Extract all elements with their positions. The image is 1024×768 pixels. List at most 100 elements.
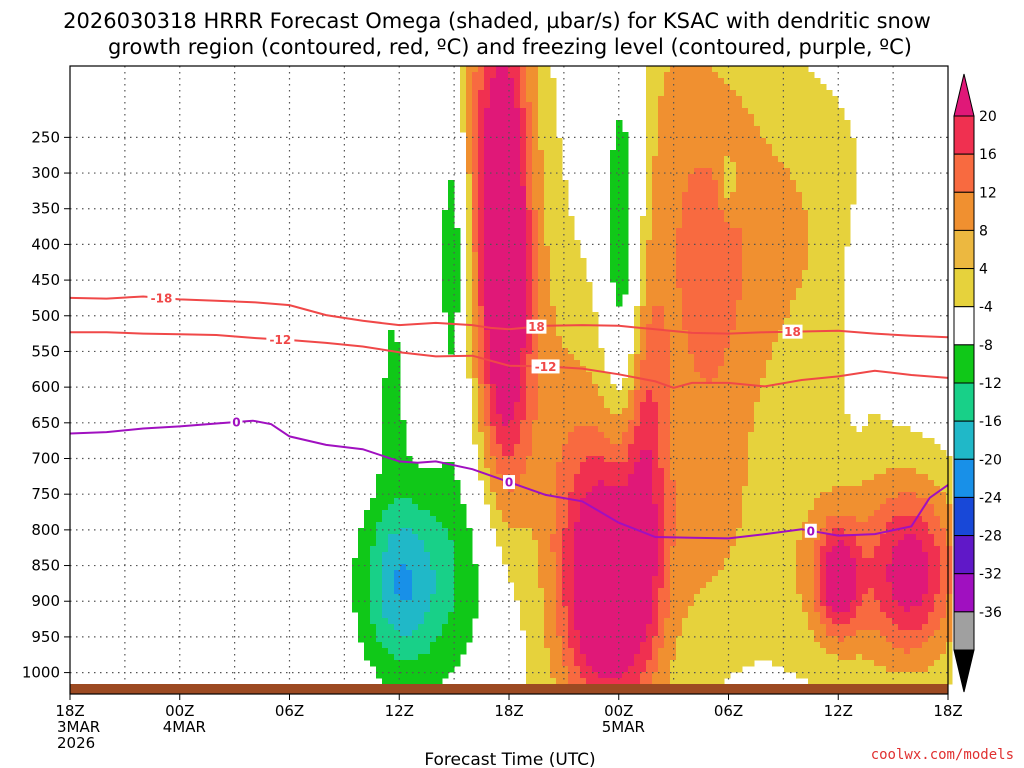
omega-cell bbox=[724, 90, 731, 97]
omega-cell bbox=[688, 468, 695, 475]
omega-cell bbox=[646, 168, 653, 175]
omega-cell bbox=[838, 414, 845, 421]
omega-cell bbox=[802, 210, 809, 217]
omega-cell bbox=[532, 426, 539, 433]
omega-cell bbox=[466, 204, 473, 211]
omega-cell bbox=[496, 420, 503, 427]
omega-cell bbox=[526, 444, 533, 451]
omega-cell bbox=[472, 378, 479, 385]
omega-cell bbox=[652, 336, 659, 343]
omega-cell bbox=[748, 336, 755, 343]
omega-cell bbox=[766, 198, 773, 205]
omega-cell bbox=[646, 126, 653, 133]
omega-cell bbox=[670, 360, 677, 367]
omega-cell bbox=[676, 108, 683, 115]
omega-cell bbox=[808, 444, 815, 451]
omega-cell bbox=[544, 528, 551, 535]
omega-cell bbox=[514, 468, 521, 475]
omega-cell bbox=[478, 378, 485, 385]
omega-cell bbox=[826, 354, 833, 361]
omega-cell bbox=[820, 96, 827, 103]
omega-cell bbox=[718, 336, 725, 343]
omega-cell bbox=[562, 186, 569, 193]
omega-cell bbox=[556, 468, 563, 475]
omega-cell bbox=[604, 528, 611, 535]
omega-cell bbox=[532, 384, 539, 391]
omega-cell bbox=[568, 468, 575, 475]
omega-cell bbox=[748, 198, 755, 205]
omega-cell bbox=[934, 522, 941, 529]
omega-cell bbox=[592, 312, 599, 319]
omega-cell bbox=[616, 252, 623, 259]
omega-cell bbox=[514, 78, 521, 85]
omega-cell bbox=[550, 234, 557, 241]
omega-cell bbox=[586, 378, 593, 385]
omega-cell bbox=[550, 252, 557, 259]
omega-cell bbox=[766, 138, 773, 145]
omega-cell bbox=[520, 312, 527, 319]
omega-cell bbox=[694, 240, 701, 247]
omega-cell bbox=[892, 492, 899, 499]
omega-cell bbox=[802, 378, 809, 385]
omega-cell bbox=[580, 396, 587, 403]
omega-cell bbox=[502, 102, 509, 109]
omega-cell bbox=[808, 390, 815, 397]
omega-cell bbox=[934, 504, 941, 511]
omega-cell bbox=[742, 282, 749, 289]
omega-cell bbox=[694, 462, 701, 469]
omega-cell bbox=[484, 126, 491, 133]
omega-cell bbox=[754, 186, 761, 193]
omega-cell bbox=[844, 186, 851, 193]
omega-cell bbox=[502, 288, 509, 295]
omega-cell bbox=[544, 84, 551, 91]
omega-cell bbox=[730, 126, 737, 133]
omega-cell bbox=[634, 378, 641, 385]
omega-cell bbox=[538, 168, 545, 175]
omega-cell bbox=[748, 102, 755, 109]
omega-cell bbox=[604, 456, 611, 463]
omega-cell bbox=[646, 438, 653, 445]
omega-cell bbox=[736, 132, 743, 139]
omega-cell bbox=[880, 486, 887, 493]
omega-cell bbox=[670, 348, 677, 355]
omega-cell bbox=[730, 228, 737, 235]
omega-cell bbox=[544, 204, 551, 211]
omega-cell bbox=[520, 102, 527, 109]
omega-cell bbox=[550, 348, 557, 355]
omega-cell bbox=[628, 456, 635, 463]
omega-cell bbox=[886, 504, 893, 511]
omega-cell bbox=[718, 186, 725, 193]
omega-cell bbox=[550, 150, 557, 157]
omega-cell bbox=[778, 348, 785, 355]
omega-cell bbox=[622, 162, 629, 169]
omega-cell bbox=[778, 306, 785, 313]
omega-cell bbox=[556, 342, 563, 349]
omega-cell bbox=[664, 498, 671, 505]
omega-cell bbox=[514, 378, 521, 385]
omega-cell bbox=[850, 144, 857, 151]
omega-cell bbox=[502, 312, 509, 319]
omega-cell bbox=[598, 444, 605, 451]
omega-cell bbox=[574, 396, 581, 403]
omega-cell bbox=[652, 234, 659, 241]
omega-cell bbox=[400, 492, 407, 499]
omega-cell bbox=[778, 126, 785, 133]
omega-cell bbox=[682, 342, 689, 349]
omega-cell bbox=[676, 150, 683, 157]
omega-cell bbox=[616, 396, 623, 403]
omega-cell bbox=[718, 378, 725, 385]
omega-cell bbox=[448, 234, 455, 241]
omega-cell bbox=[718, 72, 725, 79]
omega-cell bbox=[766, 378, 773, 385]
omega-cell bbox=[790, 216, 797, 223]
omega-cell bbox=[820, 504, 827, 511]
omega-cell bbox=[388, 342, 395, 349]
omega-cell bbox=[682, 120, 689, 127]
omega-cell bbox=[760, 468, 767, 475]
omega-cell bbox=[580, 342, 587, 349]
omega-cell bbox=[742, 510, 749, 517]
omega-cell bbox=[448, 312, 455, 319]
omega-cell bbox=[646, 510, 653, 517]
omega-cell bbox=[532, 396, 539, 403]
omega-cell bbox=[652, 318, 659, 325]
